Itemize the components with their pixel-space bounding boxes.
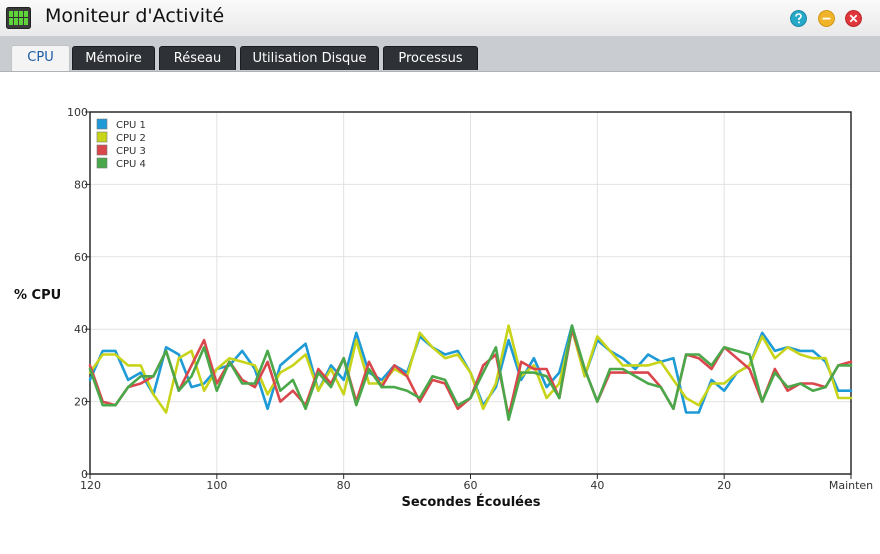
window-title: Moniteur d'Activité: [45, 5, 225, 27]
legend-swatch: [96, 131, 108, 143]
x-tick-label: 60: [464, 479, 478, 492]
tab-bar: CPU Mémoire Réseau Utilisation Disque Pr…: [0, 36, 880, 72]
chart-legend: CPU 1 CPU 2 CPU 3 CPU 4: [96, 118, 146, 170]
cpu-usage-chart: 0 20 40 60 80 100 120 100 80 60 40 20 Mainten CPU 1…: [14, 106, 873, 510]
minimize-icon[interactable]: [818, 10, 835, 27]
legend-label: CPU 2: [116, 133, 146, 144]
chart-grid: [90, 112, 851, 474]
series-lines: [88, 324, 853, 422]
x-tick-label: 100: [206, 479, 227, 492]
tab-disk-usage[interactable]: Utilisation Disque: [240, 46, 379, 70]
help-icon[interactable]: [790, 10, 807, 27]
y-tick-label: 0: [81, 468, 88, 481]
legend-swatch: [96, 144, 108, 156]
series-line-cpu-4: [88, 324, 853, 422]
legend-swatch: [96, 118, 108, 130]
y-tick-label: 100: [67, 106, 88, 119]
legend-swatch: [96, 157, 108, 169]
x-tick-label: 120: [80, 479, 101, 492]
title-bar: Moniteur d'Activité: [0, 0, 880, 37]
x-axis-ticks: 120 100 80 60 40 20 Mainten: [80, 474, 873, 492]
legend-label: CPU 1: [116, 120, 146, 131]
x-axis-label: Secondes Écoulées: [401, 494, 540, 510]
x-tick-label: 40: [590, 479, 604, 492]
legend-label: CPU 4: [116, 159, 146, 170]
tab-cpu[interactable]: CPU: [11, 45, 70, 71]
series-line-cpu-2: [88, 324, 853, 414]
tab-processes[interactable]: Processus: [383, 46, 478, 70]
y-tick-label: 40: [74, 323, 88, 336]
close-icon[interactable]: [845, 10, 862, 27]
legend-label: CPU 3: [116, 146, 146, 157]
y-tick-label: 60: [74, 251, 88, 264]
y-tick-label: 80: [74, 178, 88, 191]
x-tick-label: Mainten: [829, 479, 873, 492]
y-tick-label: 20: [74, 396, 88, 409]
activity-monitor-app-icon: [6, 7, 31, 29]
y-axis-ticks: 0 20 40 60 80 100: [67, 106, 90, 481]
tab-network[interactable]: Réseau: [159, 46, 236, 70]
x-tick-label: 20: [717, 479, 731, 492]
x-tick-label: 80: [337, 479, 351, 492]
tab-memory[interactable]: Mémoire: [72, 46, 155, 70]
y-axis-label: % CPU: [14, 288, 61, 303]
